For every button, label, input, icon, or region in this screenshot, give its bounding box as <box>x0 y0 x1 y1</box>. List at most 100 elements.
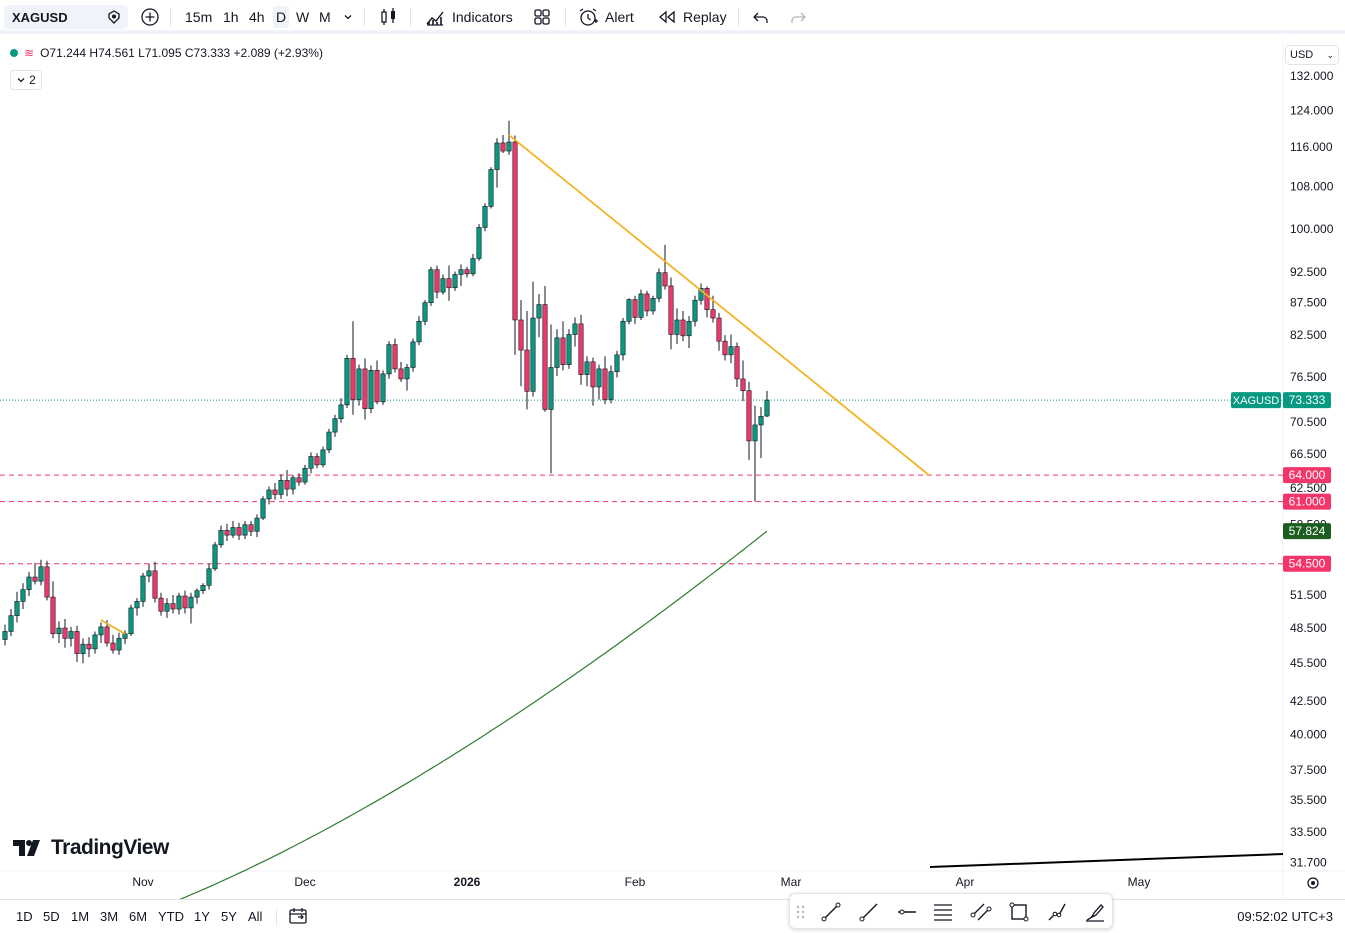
candle[interactable] <box>686 320 692 337</box>
candle[interactable] <box>14 601 20 616</box>
candle[interactable] <box>578 323 584 375</box>
candle[interactable] <box>170 603 176 610</box>
candle[interactable] <box>602 368 608 400</box>
candle[interactable] <box>74 631 80 654</box>
candle[interactable] <box>650 298 656 312</box>
candle[interactable] <box>728 346 734 356</box>
candle[interactable] <box>692 299 698 322</box>
candle[interactable] <box>272 489 278 495</box>
candle[interactable] <box>110 642 116 651</box>
range-1m[interactable]: 1M <box>71 909 90 924</box>
candle[interactable] <box>98 626 104 636</box>
candle[interactable] <box>20 589 26 602</box>
candle[interactable] <box>584 361 590 375</box>
candle[interactable] <box>248 524 254 532</box>
candle[interactable] <box>524 349 530 392</box>
parallel-channel-icon[interactable] <box>970 901 992 923</box>
candle[interactable] <box>206 568 212 586</box>
candle[interactable] <box>50 596 56 635</box>
candle[interactable] <box>104 626 110 644</box>
candle[interactable] <box>242 524 248 536</box>
collapse-indicators-button[interactable]: 2 <box>10 70 42 90</box>
range-1y[interactable]: 1Y <box>194 909 210 924</box>
candle[interactable] <box>608 371 614 400</box>
candle[interactable] <box>440 278 446 293</box>
candle[interactable] <box>500 142 506 152</box>
trend-line[interactable] <box>508 134 930 476</box>
candle[interactable] <box>512 141 518 321</box>
candle[interactable] <box>704 288 710 310</box>
candle[interactable] <box>128 607 134 635</box>
currency-selector[interactable]: USD ⌄ <box>1285 45 1339 65</box>
candle[interactable] <box>212 544 218 570</box>
goto-date-button[interactable] <box>288 906 308 931</box>
candle[interactable] <box>566 334 572 365</box>
candle[interactable] <box>764 399 770 417</box>
candle[interactable] <box>290 477 296 490</box>
candle[interactable] <box>374 370 380 403</box>
brush-icon[interactable] <box>1084 901 1106 923</box>
candle[interactable] <box>464 269 470 275</box>
candle[interactable] <box>164 603 170 612</box>
candle[interactable] <box>506 141 512 152</box>
candle[interactable] <box>722 340 728 356</box>
candle[interactable] <box>410 341 416 368</box>
candle[interactable] <box>116 638 122 651</box>
candle[interactable] <box>452 274 458 289</box>
candle[interactable] <box>236 527 242 536</box>
trend-line-icon[interactable] <box>820 901 842 923</box>
chart-type-button[interactable] <box>378 6 400 28</box>
candle[interactable] <box>482 206 488 228</box>
candle[interactable] <box>368 370 374 409</box>
candle[interactable] <box>326 431 332 451</box>
candle[interactable] <box>182 595 188 609</box>
candle[interactable] <box>62 627 68 639</box>
candle[interactable] <box>674 319 680 335</box>
candle[interactable] <box>44 566 50 598</box>
candle[interactable] <box>428 269 434 303</box>
candle[interactable] <box>590 361 596 388</box>
candle[interactable] <box>332 418 338 433</box>
interval-4h[interactable]: 4h <box>249 9 265 25</box>
range-1d[interactable]: 1D <box>16 909 33 924</box>
candle[interactable] <box>386 344 392 375</box>
candle[interactable] <box>542 304 548 410</box>
candle[interactable] <box>548 367 554 410</box>
candle[interactable] <box>260 498 266 519</box>
candle[interactable] <box>2 631 8 640</box>
candle[interactable] <box>626 299 632 322</box>
candle[interactable] <box>668 285 674 335</box>
add-symbol-button[interactable] <box>140 6 160 28</box>
candle[interactable] <box>80 643 86 654</box>
candle[interactable] <box>200 585 206 591</box>
rectangle-icon[interactable] <box>1008 901 1030 923</box>
candle[interactable] <box>8 615 14 632</box>
candle[interactable] <box>476 227 482 259</box>
candle[interactable] <box>536 304 542 319</box>
candle[interactable] <box>344 358 350 406</box>
candle[interactable] <box>662 272 668 287</box>
candle[interactable] <box>356 368 362 400</box>
tradingview-logo[interactable]: TradingView <box>13 836 169 860</box>
candle[interactable] <box>458 269 464 275</box>
candle[interactable] <box>176 595 182 610</box>
candle[interactable] <box>266 489 272 500</box>
candle[interactable] <box>362 368 368 409</box>
candle[interactable] <box>614 354 620 373</box>
candle[interactable] <box>656 272 662 299</box>
candle[interactable] <box>338 404 344 419</box>
candle[interactable] <box>554 337 560 368</box>
range-all[interactable]: All <box>248 909 263 924</box>
candle[interactable] <box>680 319 686 337</box>
candle[interactable] <box>302 467 308 483</box>
candle[interactable] <box>296 477 302 483</box>
candle[interactable] <box>230 527 236 536</box>
trend-line[interactable] <box>100 619 126 635</box>
candle[interactable] <box>320 449 326 466</box>
undo-button[interactable] <box>752 6 770 28</box>
ray-icon[interactable] <box>858 901 880 923</box>
interval-1h[interactable]: 1h <box>223 9 239 25</box>
clock-readout[interactable]: 09:52:02 UTC+3 <box>1237 909 1333 924</box>
candle[interactable] <box>716 317 722 342</box>
drag-handle-icon[interactable] <box>794 901 808 923</box>
